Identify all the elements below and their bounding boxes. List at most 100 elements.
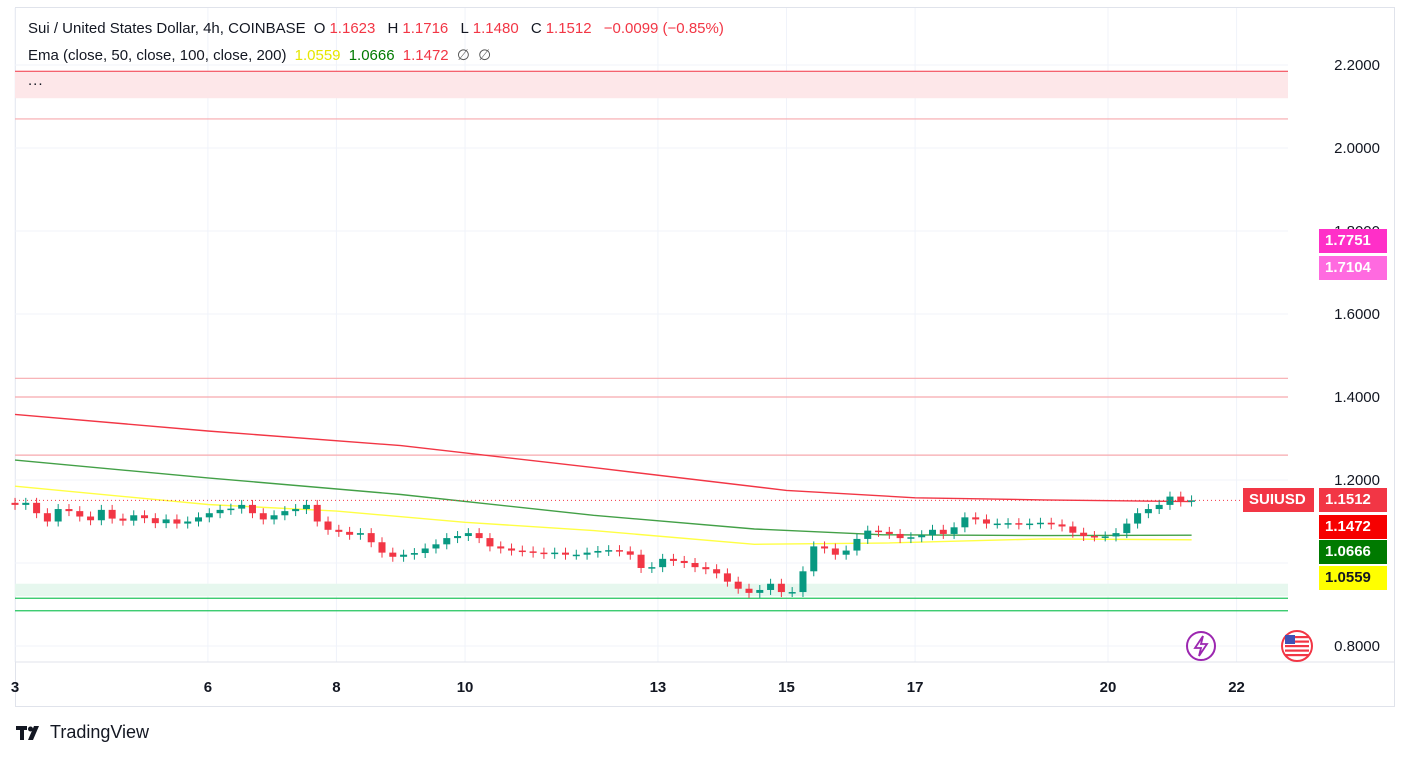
candle	[54, 509, 62, 522]
candle	[972, 517, 980, 520]
candle	[594, 550, 602, 553]
candle	[669, 558, 677, 561]
candle	[389, 552, 397, 557]
candle	[313, 504, 321, 522]
candle	[853, 538, 861, 551]
candle	[400, 554, 408, 557]
high-label: H	[387, 20, 399, 37]
candle	[907, 537, 915, 539]
candle	[615, 550, 623, 552]
close-label: C	[530, 20, 542, 37]
candle	[108, 509, 116, 519]
candle	[1144, 509, 1152, 514]
x-tick-label: 17	[907, 679, 924, 696]
candle	[292, 509, 300, 512]
open-label: O	[313, 20, 326, 37]
ema100-line	[14, 459, 1192, 537]
candle	[551, 552, 559, 555]
candle	[270, 515, 278, 520]
x-tick-label: 20	[1100, 679, 1117, 696]
candle	[454, 536, 462, 539]
candle	[367, 533, 375, 543]
candle	[141, 515, 149, 519]
more-indicators-button[interactable]: ...	[28, 72, 44, 89]
candle	[529, 551, 537, 553]
price-badge: 1.1512	[1319, 488, 1387, 512]
candle	[302, 504, 310, 510]
candle	[713, 569, 721, 574]
candle	[939, 529, 947, 534]
candle	[561, 552, 570, 555]
y-tick-label: 0.8000	[1334, 638, 1380, 655]
tradingview-logo[interactable]: TradingView	[16, 722, 149, 743]
candle	[799, 571, 807, 593]
tradingview-icon	[16, 725, 39, 740]
candle	[248, 504, 256, 514]
candle	[875, 530, 883, 533]
candle	[464, 533, 472, 537]
low-value: 1.1480	[472, 20, 519, 37]
candle	[1188, 500, 1196, 502]
candle	[259, 513, 267, 520]
candle	[162, 519, 170, 524]
candle	[637, 554, 645, 568]
support-zone	[15, 583, 1288, 597]
candle	[1101, 536, 1109, 538]
candle	[842, 550, 850, 555]
candle	[518, 550, 526, 553]
candle	[205, 513, 213, 518]
brand-name: TradingView	[50, 722, 150, 742]
candle	[810, 546, 818, 572]
candle	[605, 550, 613, 552]
ema-legend: Ema (close, 50, close, 100, close, 200) …	[28, 46, 495, 64]
candle	[572, 554, 580, 557]
candle	[702, 567, 710, 570]
candle	[1080, 532, 1088, 537]
candle	[540, 552, 548, 555]
candle	[1015, 523, 1023, 525]
candle	[335, 529, 343, 532]
ema-title[interactable]: Ema (close, 50, close, 100, close, 200)	[28, 47, 287, 64]
ema100-value: 1.0666	[348, 47, 395, 64]
ema-empty-1: ∅	[456, 47, 470, 64]
candle	[1036, 522, 1044, 525]
lightning-icon[interactable]	[1186, 631, 1216, 661]
candle	[151, 518, 159, 524]
ohlc-legend: Sui / United States Dollar, 4h, COINBASE…	[28, 20, 728, 37]
candle	[130, 515, 138, 521]
candle	[659, 558, 667, 568]
candle	[216, 509, 224, 514]
y-tick-label: 2.0000	[1334, 140, 1380, 157]
change-value: −0.0099 (−0.85%)	[603, 20, 724, 37]
candle	[767, 583, 775, 590]
candle	[885, 531, 893, 534]
candle	[648, 567, 656, 569]
candle	[238, 504, 246, 509]
us-flag-icon[interactable]	[1281, 630, 1313, 662]
candle	[421, 548, 429, 554]
candle	[443, 538, 451, 545]
candle	[1155, 504, 1163, 510]
candle	[475, 533, 483, 539]
ema200-value: 1.1472	[402, 47, 449, 64]
symbol-title[interactable]: Sui / United States Dollar, 4h, COINBASE	[28, 20, 306, 37]
candle	[1058, 524, 1066, 527]
candle	[745, 588, 753, 593]
candle	[756, 589, 764, 593]
candle	[11, 502, 19, 505]
candle	[626, 551, 634, 555]
candle	[680, 560, 688, 563]
x-tick-label: 8	[332, 679, 340, 696]
candle	[788, 592, 796, 594]
candle	[821, 546, 829, 549]
candle	[1047, 522, 1055, 525]
candle	[1166, 496, 1174, 505]
open-value: 1.1623	[329, 20, 376, 37]
x-tick-label: 3	[11, 679, 19, 696]
candle	[194, 517, 203, 522]
candle	[993, 523, 1001, 526]
y-tick-label: 1.4000	[1334, 389, 1380, 406]
candle	[1004, 523, 1012, 525]
candle	[324, 521, 332, 530]
